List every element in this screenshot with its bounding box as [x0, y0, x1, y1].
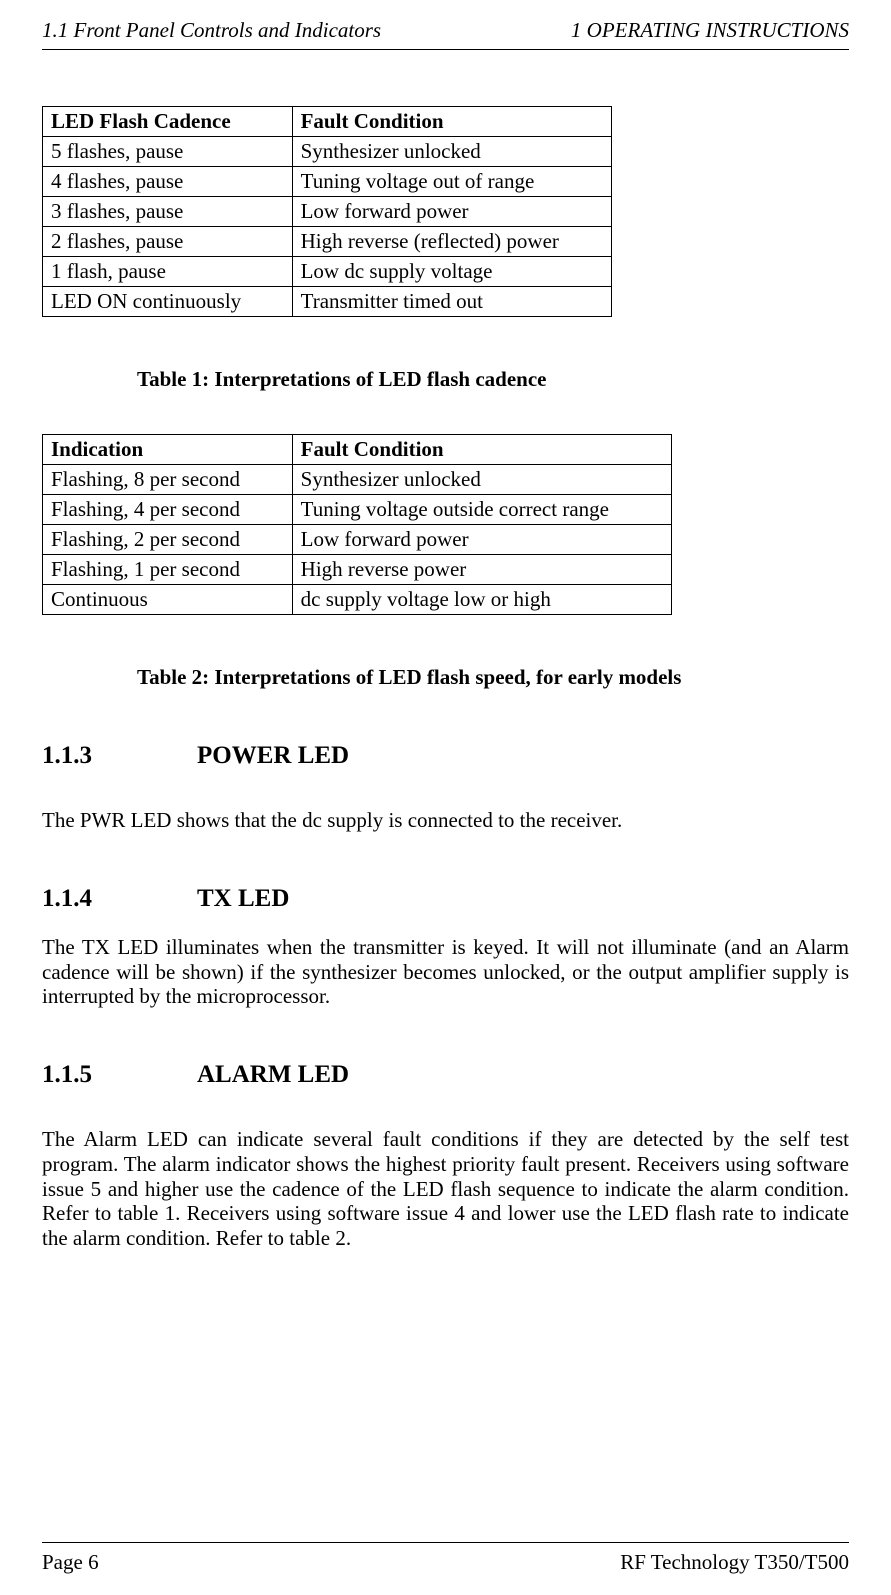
table-row: 1 flash, pauseLow dc supply voltage	[43, 257, 612, 287]
table-header-cell: LED Flash Cadence	[43, 107, 293, 137]
footer-rule	[42, 1542, 849, 1543]
table-cell: 3 flashes, pause	[43, 197, 293, 227]
footer-right: RF Technology T350/T500	[620, 1550, 849, 1575]
table-cell: Synthesizer unlocked	[292, 465, 671, 495]
section-heading-113: 1.1.3POWER LED	[42, 742, 849, 770]
table-cell: Flashing, 2 per second	[43, 525, 293, 555]
section-body-113: The PWR LED shows that the dc supply is …	[42, 808, 849, 833]
table-row: Flashing, 4 per secondTuning voltage out…	[43, 495, 672, 525]
section-title: POWER LED	[197, 742, 349, 769]
table-cell: High reverse power	[292, 555, 671, 585]
table-cell: 1 flash, pause	[43, 257, 293, 287]
section-heading-114: 1.1.4TX LED	[42, 885, 849, 913]
table-cell: Tuning voltage outside correct range	[292, 495, 671, 525]
table-cell: 2 flashes, pause	[43, 227, 293, 257]
table-cell: Continuous	[43, 585, 293, 615]
table-header-cell: Fault Condition	[292, 107, 611, 137]
table-row: 3 flashes, pauseLow forward power	[43, 197, 612, 227]
table-row: Flashing, 8 per secondSynthesizer unlock…	[43, 465, 672, 495]
table-header-row: LED Flash Cadence Fault Condition	[43, 107, 612, 137]
section-title: ALARM LED	[197, 1061, 349, 1088]
table-cell: Transmitter timed out	[292, 287, 611, 317]
section-number: 1.1.3	[42, 742, 197, 770]
table1-caption: Table 1: Interpretations of LED flash ca…	[42, 367, 849, 392]
table-row: Continuousdc supply voltage low or high	[43, 585, 672, 615]
table2-caption: Table 2: Interpretations of LED flash sp…	[42, 665, 849, 690]
table-row: 4 flashes, pauseTuning voltage out of ra…	[43, 167, 612, 197]
table-cell: LED ON continuously	[43, 287, 293, 317]
table-led-speed: Indication Fault Condition Flashing, 8 p…	[42, 434, 672, 615]
table-cell: Low dc supply voltage	[292, 257, 611, 287]
section-body-114: The TX LED illuminates when the transmit…	[42, 935, 849, 1009]
section-number: 1.1.5	[42, 1061, 197, 1089]
table-header-row: Indication Fault Condition	[43, 435, 672, 465]
table-cell: Low forward power	[292, 525, 671, 555]
section-heading-115: 1.1.5ALARM LED	[42, 1061, 849, 1089]
table-cell: High reverse (reflected) power	[292, 227, 611, 257]
table-cell: 5 flashes, pause	[43, 137, 293, 167]
header-right: 1 OPERATING INSTRUCTIONS	[571, 18, 849, 43]
table-cell: Flashing, 1 per second	[43, 555, 293, 585]
table-cell: Flashing, 8 per second	[43, 465, 293, 495]
table-row: LED ON continuouslyTransmitter timed out	[43, 287, 612, 317]
table-cell: Synthesizer unlocked	[292, 137, 611, 167]
table-header-cell: Indication	[43, 435, 293, 465]
table-cell: Low forward power	[292, 197, 611, 227]
header-left: 1.1 Front Panel Controls and Indicators	[42, 18, 381, 43]
table-led-cadence: LED Flash Cadence Fault Condition 5 flas…	[42, 106, 612, 317]
table-cell: Tuning voltage out of range	[292, 167, 611, 197]
footer-left: Page 6	[42, 1550, 99, 1575]
section-number: 1.1.4	[42, 885, 197, 913]
section-body-115: The Alarm LED can indicate several fault…	[42, 1127, 849, 1251]
table-row: 5 flashes, pauseSynthesizer unlocked	[43, 137, 612, 167]
table-row: 2 flashes, pauseHigh reverse (reflected)…	[43, 227, 612, 257]
table-header-cell: Fault Condition	[292, 435, 671, 465]
table-cell: dc supply voltage low or high	[292, 585, 671, 615]
section-title: TX LED	[197, 885, 289, 912]
table-cell: 4 flashes, pause	[43, 167, 293, 197]
table-row: Flashing, 2 per secondLow forward power	[43, 525, 672, 555]
table-cell: Flashing, 4 per second	[43, 495, 293, 525]
table-row: Flashing, 1 per secondHigh reverse power	[43, 555, 672, 585]
